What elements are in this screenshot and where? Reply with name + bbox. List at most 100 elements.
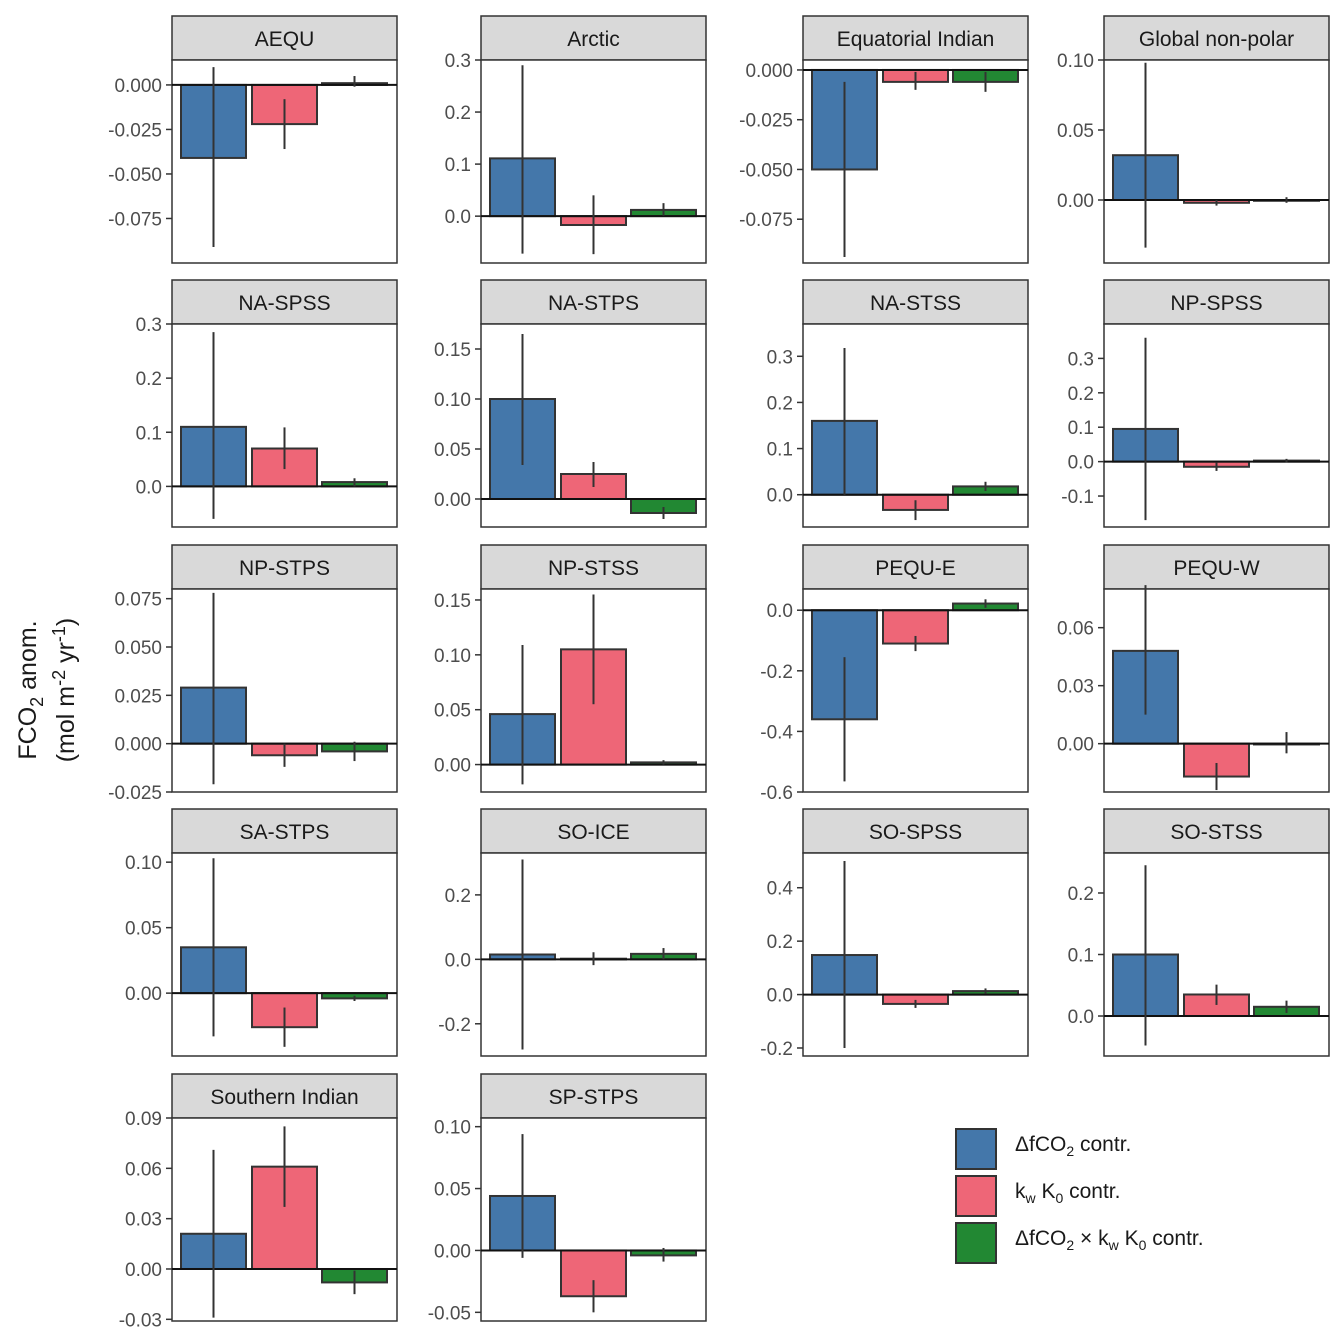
y-tick-label: 0.05 [434, 1180, 471, 1201]
y-tick-label: 0.075 [114, 590, 162, 611]
panel-equatorial-indian: Equatorial Indian 0.000 -0.025 -0.050 -0.075 [739, 15, 1029, 264]
panel-aequ: AEQU 0.000 -0.025 -0.050 -0.075 [108, 15, 398, 264]
y-tick-label: 0.03 [125, 1210, 162, 1231]
panel-title: SO-SPSS [869, 821, 962, 844]
panel-strip [802, 808, 1029, 854]
y-tick-label: 0.0 [136, 477, 162, 498]
y-tick-label: 0.00 [1057, 191, 1094, 212]
y-tick-label: 0.000 [114, 735, 162, 756]
y-tick-label: 0.3 [767, 347, 793, 368]
panel-title: NA-STPS [548, 292, 639, 315]
panel-title: NP-SPSS [1170, 292, 1262, 315]
y-tick-label: -0.2 [760, 662, 793, 683]
y-tick-label: 0.05 [125, 919, 162, 940]
y-tick-label: 0.05 [434, 440, 471, 461]
panel-title: NA-SPSS [238, 292, 330, 315]
panel-title: SO-STSS [1170, 821, 1262, 844]
y-tick-label: 0.2 [136, 369, 162, 390]
y-tick-label: 0.1 [767, 440, 793, 461]
panel-sp-stps: SP-STPS 0.10 0.05 0.00 -0.05 [428, 1073, 707, 1324]
panel-sa-stps: SA-STPS 0.10 0.05 0.00 [125, 808, 398, 1057]
y-tick-label: 0.05 [434, 701, 471, 722]
y-tick-label: 0.10 [1057, 51, 1094, 72]
y-tick-label: -0.050 [739, 160, 793, 181]
panel-na-stss: NA-STSS 0.3 0.2 0.1 0.0 [767, 279, 1029, 528]
y-tick-label: -0.6 [760, 783, 793, 804]
y-tick-label: 0.00 [434, 1241, 471, 1262]
panel-strip [802, 279, 1029, 325]
panel-global-non-polar: Global non-polar 0.10 0.05 0.00 [1057, 15, 1330, 264]
panel-title: NP-STSS [548, 557, 639, 580]
panel-title: SP-STPS [549, 1086, 639, 1109]
y-tick-label: 0.0 [1068, 1007, 1094, 1028]
panel-strip [171, 544, 398, 590]
y-tick-label: 0.00 [125, 984, 162, 1005]
panel-title: AEQU [255, 28, 315, 51]
panel-title: SA-STPS [240, 821, 330, 844]
panel-strip [171, 15, 398, 61]
legend-key-interaction [955, 1222, 997, 1264]
panel-title: SO-ICE [557, 821, 629, 844]
y-tick-label: 0.2 [1068, 384, 1094, 405]
y-tick-label: 0.10 [434, 390, 471, 411]
y-tick-label: 0.0 [767, 486, 793, 507]
y-tick-label: 0.1 [445, 155, 471, 176]
y-axis-title-svg: FCO2 anom. (mol m-2 yr-1) [14, 618, 80, 763]
y-tick-label: 0.05 [1057, 121, 1094, 142]
panel-strip [1103, 15, 1330, 61]
panel-title: PEQU-W [1173, 557, 1260, 580]
panel-arctic: Arctic 0.3 0.2 0.1 0.0 [445, 15, 707, 264]
y-tick-label: 0.000 [114, 76, 162, 97]
y-tick-label: 0.00 [434, 756, 471, 777]
y-tick-label: 0.09 [125, 1109, 162, 1130]
panel-title: Arctic [567, 28, 620, 51]
y-tick-label: 0.3 [1068, 349, 1094, 370]
legend-label-kwk0: kw K0 contr. [1015, 1180, 1121, 1206]
legend-key-kwk0 [955, 1175, 997, 1217]
panel-strip [171, 808, 398, 854]
panel-strip [480, 15, 707, 61]
y-tick-label: -0.025 [108, 120, 162, 141]
panel-so-spss: SO-SPSS 0.4 0.2 0.0 -0.2 [760, 808, 1029, 1060]
y-tick-label: 0.10 [434, 646, 471, 667]
legend-key-dfco2 [955, 1128, 997, 1170]
panel-southern-indian: Southern Indian 0.09 0.06 0.03 0.00 -0.03 [119, 1073, 398, 1331]
y-tick-label: 0.1 [1068, 946, 1094, 967]
y-tick-label: 0.2 [767, 932, 793, 953]
panel-so-ice: SO-ICE 0.2 0.0 -0.2 [438, 808, 707, 1057]
y-tick-label: -0.050 [108, 165, 162, 186]
panel-np-spss: NP-SPSS 0.3 0.2 0.1 0.0 -0.1 [1061, 279, 1330, 528]
panel-strip [1103, 544, 1330, 590]
panel-frame [1103, 323, 1330, 528]
panel-strip [480, 1073, 707, 1119]
y-tick-label: 0.2 [767, 393, 793, 414]
panel-strip [1103, 279, 1330, 325]
panel-so-stss: SO-STSS 0.2 0.1 0.0 [1068, 808, 1330, 1057]
y-tick-label: -0.075 [108, 209, 162, 230]
y-axis-title-line1: FCO2 anom. [14, 620, 47, 759]
y-tick-label: 0.0 [445, 207, 471, 228]
legend-label-dfco2: ΔfCO2 contr. [1015, 1133, 1132, 1159]
y-tick-label: 0.3 [136, 315, 162, 336]
y-tick-label: 0.000 [745, 61, 793, 82]
y-tick-label: -0.2 [760, 1039, 793, 1060]
y-tick-label: -0.05 [428, 1303, 471, 1324]
y-tick-label: 0.0 [1068, 453, 1094, 474]
y-tick-label: 0.1 [136, 423, 162, 444]
panel-pequ-w: PEQU-W 0.06 0.03 0.00 [1057, 544, 1330, 793]
y-tick-label: 0.00 [125, 1260, 162, 1281]
legend-label-interaction: ΔfCO2 × kw K0 contr. [1015, 1227, 1204, 1253]
panel-title: NA-STSS [870, 292, 961, 315]
panel-title: Global non-polar [1139, 28, 1294, 51]
panel-title: PEQU-E [875, 557, 956, 580]
y-tick-label: 0.03 [1057, 677, 1094, 698]
panel-strip [802, 15, 1029, 61]
y-tick-label: -0.2 [438, 1015, 471, 1036]
y-tick-label: 0.2 [445, 886, 471, 907]
panel-np-stss: NP-STSS 0.15 0.10 0.05 0.00 [434, 544, 707, 793]
y-tick-label: -0.025 [739, 111, 793, 132]
panel-na-spss: NA-SPSS 0.3 0.2 0.1 0.0 [136, 279, 398, 528]
y-tick-label: -0.075 [739, 210, 793, 231]
y-axis-title-line2: (mol m-2 yr-1) [49, 618, 80, 763]
